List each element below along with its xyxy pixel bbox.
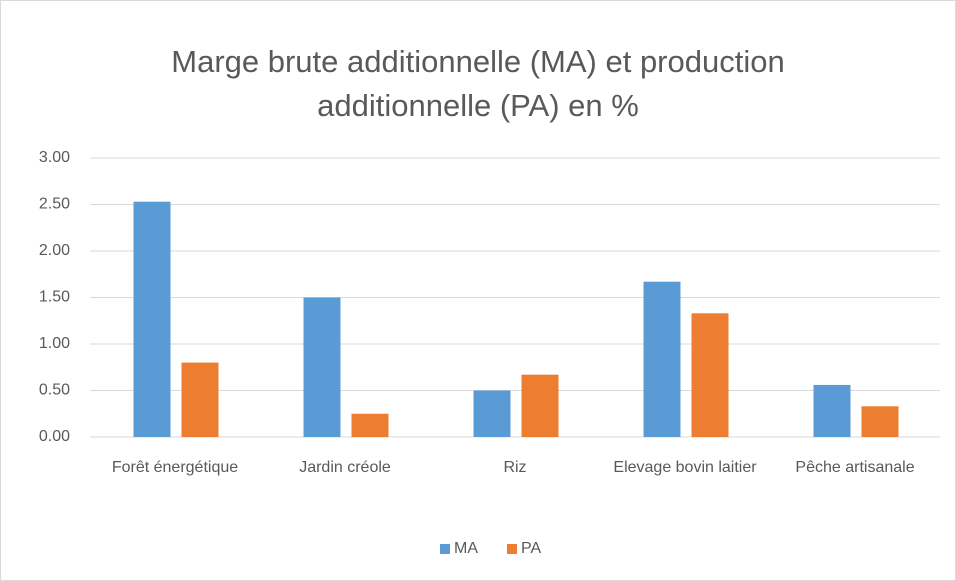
y-tick-label: 2.00 <box>39 242 70 259</box>
bar <box>861 406 899 437</box>
x-tick-label: Riz <box>503 459 527 476</box>
bar <box>813 384 851 437</box>
legend-swatch <box>507 544 517 554</box>
bar <box>473 390 511 437</box>
bar <box>181 362 219 437</box>
bar <box>643 281 681 437</box>
legend-label: MA <box>454 540 478 557</box>
bar <box>521 374 559 437</box>
y-tick-label: 1.00 <box>39 335 70 352</box>
bar <box>351 413 389 437</box>
legend-label: PA <box>521 540 541 557</box>
y-tick-label: 1.50 <box>39 289 70 306</box>
bar <box>303 297 341 437</box>
x-tick-label: Elevage bovin laitier <box>613 459 757 476</box>
x-tick-label: Pêche artisanale <box>795 459 915 476</box>
y-tick-label: 0.50 <box>39 382 70 399</box>
y-tick-label: 0.00 <box>39 428 70 445</box>
chart-title: Marge brute additionnelle (MA) et produc… <box>171 44 785 123</box>
bar <box>133 201 171 437</box>
y-tick-label: 3.00 <box>39 149 70 166</box>
x-tick-label: Jardin créole <box>299 459 391 476</box>
x-tick-label: Forêt énergétique <box>111 459 239 476</box>
legend-swatch <box>440 544 450 554</box>
bar <box>691 313 729 437</box>
y-tick-label: 2.50 <box>39 196 70 213</box>
